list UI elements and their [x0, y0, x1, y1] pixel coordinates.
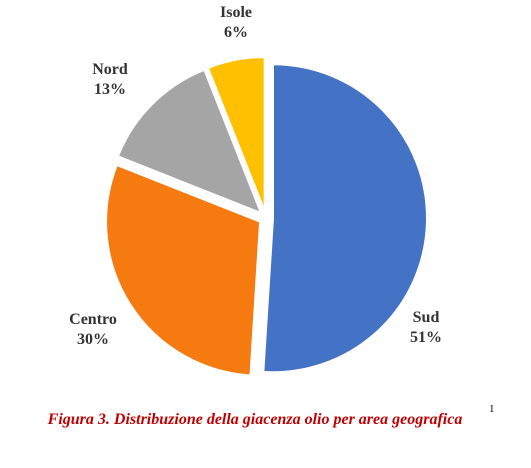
slice-value-label: 30% [77, 331, 109, 348]
pie-slice [105, 163, 262, 377]
slice-label: Isole [220, 4, 252, 21]
caption: Figura 3. Distribuzione della giacenza o… [47, 411, 463, 428]
pie-slice [262, 63, 428, 374]
caption-note: 1 [489, 403, 495, 415]
slice-value-label: 6% [224, 24, 248, 41]
pie-slice [116, 68, 263, 215]
slice-value-label: 13% [94, 81, 126, 98]
pie-slice [206, 56, 266, 212]
slice-label: Nord [92, 61, 128, 78]
slice-label: Centro [69, 311, 117, 328]
slice-label: Sud [413, 309, 440, 326]
slice-value-label: 51% [410, 329, 442, 346]
